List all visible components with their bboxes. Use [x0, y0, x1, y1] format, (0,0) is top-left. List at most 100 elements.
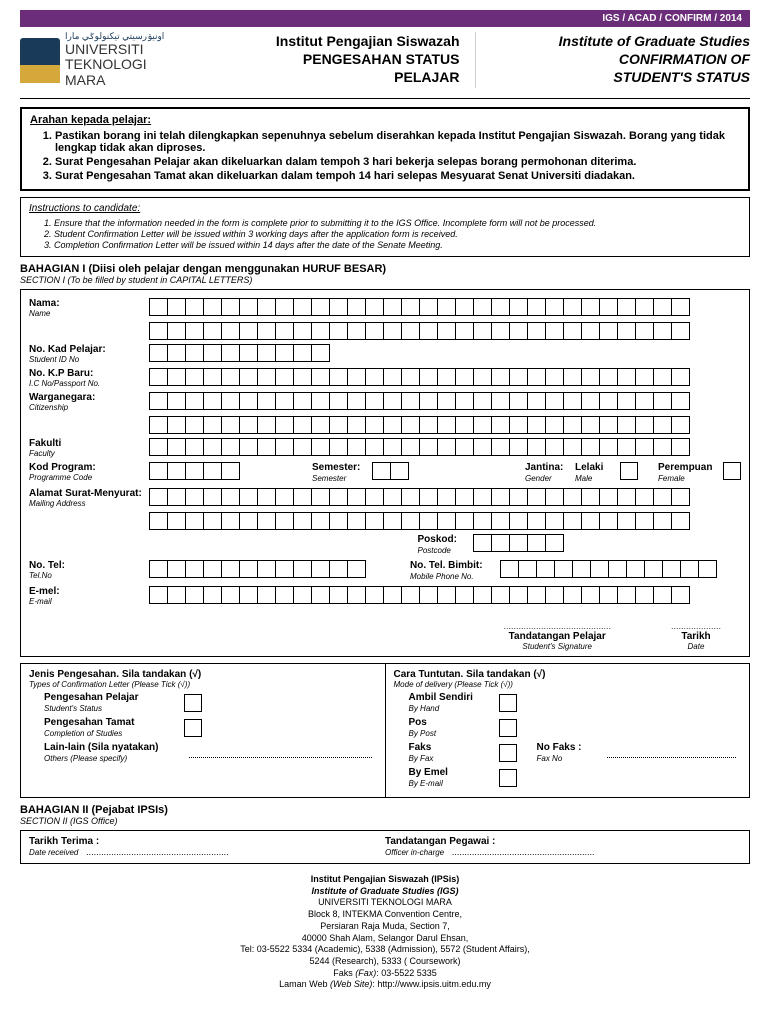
label-email-en: E-mail — [29, 597, 149, 606]
checkbox-male[interactable] — [620, 462, 638, 480]
cells-email[interactable] — [149, 586, 741, 604]
label-studentid-en: Student ID No — [29, 355, 149, 364]
header: اونيۏرسيتي تيكنولوݢي مارا UNIVERSITI TEK… — [20, 27, 750, 99]
delivery-hand-en: By Hand — [409, 704, 440, 713]
faxno-line[interactable] — [607, 748, 737, 758]
logo-line3: MARA — [65, 73, 164, 88]
delivery-faxno-ms: No Faks : — [537, 742, 582, 753]
title-en-l3: STUDENT'S STATUS — [491, 68, 751, 86]
delivery-email-en: By E-mail — [409, 779, 443, 788]
title-en-l2: CONFIRMATION OF — [491, 50, 751, 68]
logo-area: اونيۏرسيتي تيكنولوݢي مارا UNIVERSITI TEK… — [20, 32, 200, 88]
footer-l3: UNIVERSITI TEKNOLOGI MARA — [20, 897, 750, 909]
signature-row: ........................................… — [29, 621, 741, 651]
checkbox-female[interactable] — [723, 462, 741, 480]
title-english: Institute of Graduate Studies CONFIRMATI… — [475, 32, 751, 88]
inst-en-3: Completion Confirmation Letter will be i… — [54, 240, 741, 250]
label-mobile-en: Mobile Phone No. — [410, 572, 474, 581]
label-ic-en: I.C No/Passport No. — [29, 379, 149, 388]
footer-l2: Institute of Graduate Studies (IGS) — [311, 886, 458, 896]
footer-l10b: (Web Site) — [330, 979, 372, 989]
office-date-en: Date received — [29, 848, 78, 857]
delivery-email-ms: By Emel — [409, 767, 448, 778]
cells-name[interactable] — [149, 298, 741, 316]
uitm-logo-icon — [20, 38, 60, 83]
label-gender-en: Gender — [525, 474, 552, 483]
label-tel-en: Tel.No — [29, 571, 149, 580]
sig-date-ms: Tarikh — [671, 631, 721, 642]
confirm-status-ms: Pengesahan Pelajar — [44, 692, 139, 703]
cells-ic[interactable] — [149, 368, 741, 386]
confirm-other-ms: Lain-lain (Sila nyatakan) — [44, 742, 158, 753]
label-male-ms: Lelaki — [575, 462, 603, 473]
delivery-faxno-en: Fax No — [537, 754, 563, 763]
checkbox-complete[interactable] — [184, 719, 202, 737]
checkbox-post[interactable] — [499, 719, 517, 737]
inst-ms-list: Pastikan borang ini telah dilengkapkan s… — [30, 130, 740, 182]
label-sem-en: Semester — [312, 474, 346, 483]
title-en-l1: Institute of Graduate Studies — [491, 32, 751, 50]
checkbox-status[interactable] — [184, 694, 202, 712]
label-name-en: Name — [29, 309, 149, 318]
inst-en-2: Student Confirmation Letter will be issu… — [54, 229, 741, 239]
cells-mobile[interactable] — [500, 560, 741, 578]
cells-prog[interactable] — [149, 462, 282, 480]
instructions-malay-box: Arahan kepada pelajar: Pastikan borang i… — [20, 107, 750, 191]
footer-l4: Block 8, INTEKMA Convention Centre, — [20, 909, 750, 921]
confirm-title-en: Types of Confirmation Letter (Please Tic… — [29, 680, 377, 689]
footer: Institut Pengajian Siswazah (IPSis) Inst… — [20, 874, 750, 991]
cells-postcode[interactable] — [473, 534, 742, 552]
cells-addr[interactable] — [149, 488, 741, 506]
cells-tel[interactable] — [149, 560, 390, 578]
section2-title: BAHAGIAN II (Pejabat IPSIs) — [20, 804, 750, 816]
inst-ms-1: Pastikan borang ini telah dilengkapkan s… — [55, 130, 740, 154]
label-faculty-ms: Fakulti — [29, 438, 149, 449]
label-postcode-en: Postcode — [418, 546, 451, 555]
confirmation-delivery-box: Jenis Pengesahan. Sila tandakan (√) Type… — [20, 663, 750, 798]
label-name-ms: Nama: — [29, 298, 149, 309]
footer-l6: 40000 Shah Alam, Selangor Darul Ehsan, — [20, 933, 750, 945]
title-ms-l1: Institut Pengajian Siswazah — [200, 32, 460, 50]
delivery-title-en: Mode of delivery (Please Tick (√)) — [394, 680, 742, 689]
inst-en-1: Ensure that the information needed in th… — [54, 218, 741, 228]
checkbox-byemail[interactable] — [499, 769, 517, 787]
cells-sem[interactable] — [372, 462, 505, 480]
logo-text: اونيۏرسيتي تيكنولوݢي مارا UNIVERSITI TEK… — [65, 32, 164, 88]
label-ic-ms: No. K.P Baru: — [29, 368, 149, 379]
cells-name-2[interactable] — [149, 322, 741, 340]
label-prog-en: Programme Code — [29, 473, 149, 482]
other-specify-line[interactable] — [189, 748, 372, 758]
confirm-other-en: Others (Please specify) — [44, 754, 127, 763]
section2-subtitle: SECTION II (IGS Office) — [20, 816, 750, 826]
label-postcode-ms: Poskod: — [418, 534, 457, 545]
label-male-en: Male — [575, 474, 592, 483]
field-citizen: Warganegara:Citizenship — [29, 392, 741, 412]
field-student-id: No. Kad Pelajar:Student ID No — [29, 344, 741, 364]
delivery-post-en: By Post — [409, 729, 437, 738]
office-date-ms: Tarikh Terima : — [29, 836, 99, 847]
form-code-bar: IGS / ACAD / CONFIRM / 2014 — [20, 10, 750, 27]
cells-addr-2[interactable] — [149, 512, 741, 530]
footer-l8: 5244 (Research), 5333 ( Coursework) — [20, 956, 750, 968]
footer-l9b: (Fax) — [355, 968, 376, 978]
field-tel: No. Tel:Tel.No No. Tel. Bimbit:Mobile Ph… — [29, 560, 741, 582]
label-faculty-en: Faculty — [29, 449, 149, 458]
student-signature: ........................................… — [503, 621, 611, 651]
cells-citizen[interactable] — [149, 392, 741, 410]
checkbox-hand[interactable] — [499, 694, 517, 712]
instructions-english-box: Instructions to candidate: Ensure that t… — [20, 197, 750, 257]
confirmation-col: Jenis Pengesahan. Sila tandakan (√) Type… — [21, 664, 386, 797]
delivery-fax-en: By Fax — [409, 754, 434, 763]
cells-faculty[interactable] — [149, 438, 741, 456]
footer-l10a: Laman Web — [279, 979, 330, 989]
cells-citizen-2[interactable] — [149, 416, 741, 434]
footer-l9a: Faks — [333, 968, 355, 978]
label-mobile-ms: No. Tel. Bimbit: — [410, 560, 483, 571]
cells-studentid[interactable] — [149, 344, 741, 362]
delivery-title-ms: Cara Tuntutan. Sila tandakan (√) — [394, 669, 546, 680]
delivery-fax-ms: Faks — [409, 742, 432, 753]
inst-ms-title: Arahan kepada pelajar: — [30, 114, 740, 126]
title-malay: Institut Pengajian Siswazah PENGESAHAN S… — [200, 32, 475, 88]
checkbox-fax[interactable] — [499, 744, 517, 762]
label-studentid-ms: No. Kad Pelajar: — [29, 344, 149, 355]
